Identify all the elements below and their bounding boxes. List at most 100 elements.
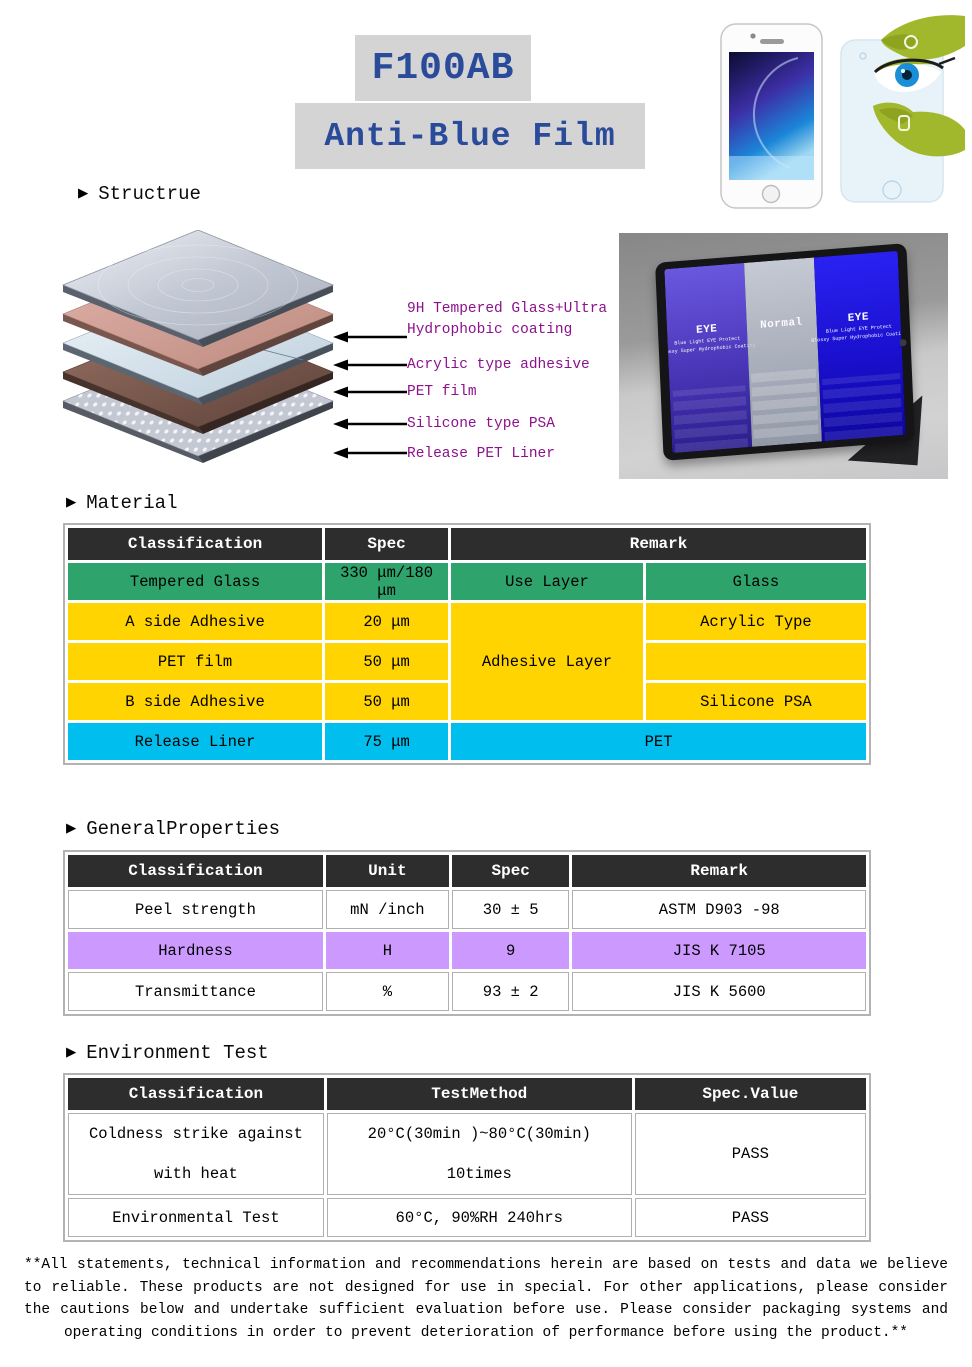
cell-spec: 93 ± 2 — [451, 972, 570, 1011]
arrow-to-pet-film — [333, 386, 407, 398]
env-row-environmental-test: Environmental Test 60°C, 90%RH 240hrs PA… — [68, 1198, 866, 1237]
cell-spec: 20 μm — [325, 603, 449, 640]
tablet-screen: EYE Blue Light EYE Protect Glossy Super … — [664, 250, 906, 454]
panel-title: EYE — [847, 311, 870, 325]
keyboard-hint — [751, 363, 819, 439]
col-header-remark: Remark — [572, 855, 866, 887]
col-header-unit: Unit — [325, 855, 449, 887]
triangle-bullet-icon: ▶ — [66, 820, 77, 839]
cell-classification: Hardness — [68, 932, 323, 969]
cell-classification: Tempered Glass — [68, 563, 323, 600]
cell-remark-full: PET — [451, 723, 866, 760]
film-layer-diagram — [61, 230, 335, 463]
eye-protect-panel-left: EYE Blue Light EYE Protect Glossy Super … — [664, 262, 756, 454]
cell-remark: JIS K 5600 — [572, 972, 866, 1011]
panel-title: Normal — [759, 316, 803, 332]
material-heading-label: Material — [86, 492, 178, 514]
environment-test-table: Classification TestMethod Spec.Value Col… — [63, 1073, 871, 1242]
cell-classification: Transmittance — [68, 972, 323, 1011]
arrow-to-release-liner — [333, 447, 407, 459]
cell-unit: % — [325, 972, 449, 1011]
cell-remark-layer: Use Layer — [451, 563, 643, 600]
disclaimer-line: operating conditions in order to prevent… — [63, 1324, 909, 1341]
label-release-liner: Release PET Liner — [407, 446, 555, 462]
cell-remark-type: Acrylic Type — [645, 603, 866, 640]
disclaimer-line: the cautions below and undertake suffici… — [24, 1302, 948, 1318]
gp-row-transmittance: Transmittance % 93 ± 2 JIS K 5600 — [68, 972, 866, 1011]
cell-classification: A side Adhesive — [68, 603, 323, 640]
cell-classification: B side Adhesive — [68, 683, 323, 720]
cell-classification: Coldness strike against with heat — [68, 1113, 324, 1195]
disclaimer-line: **All statements, technical information … — [24, 1257, 948, 1273]
material-table: Classification Spec Remark Tempered Glas… — [63, 523, 871, 765]
cell-remark-type: Glass — [645, 563, 866, 600]
env-header-row: Classification TestMethod Spec.Value — [68, 1078, 866, 1110]
cell-spec: 50 μm — [325, 643, 449, 680]
cell-spec-value: PASS — [634, 1198, 866, 1237]
keyboard-hint — [672, 385, 749, 453]
product-model-title: F100AB — [355, 35, 531, 101]
section-heading-environment-test: ▶ Environment Test — [66, 1042, 269, 1064]
label-tempered-glass: 9H Tempered Glass+Ultra Hydrophobic coat… — [407, 301, 608, 338]
gp-row-hardness: Hardness H 9 JIS K 7105 — [68, 932, 866, 969]
col-header-test-method: TestMethod — [326, 1078, 632, 1110]
col-header-remark: Remark — [451, 528, 866, 560]
eye-protect-panel-right: EYE Blue Light EYE Protect Glossy Super … — [811, 250, 906, 442]
triangle-bullet-icon: ▶ — [66, 494, 77, 513]
arrow-to-tempered-glass — [333, 331, 407, 343]
disclaimer-line: to reliable. These products are not desi… — [24, 1279, 948, 1296]
cell-unit: H — [325, 932, 449, 969]
tablet: EYE Blue Light EYE Protect Glossy Super … — [655, 243, 915, 461]
general-properties-table: Classification Unit Spec Remark Peel str… — [63, 850, 871, 1016]
cell-remark: ASTM D903 -98 — [572, 890, 866, 929]
general-properties-heading-label: GeneralProperties — [86, 818, 281, 840]
cell-remark-layer: Adhesive Layer — [451, 603, 643, 720]
section-heading-structure: ▶ Structrue — [78, 183, 201, 205]
material-row-tempered-glass: Tempered Glass 330 μm/180 μm Use Layer G… — [68, 563, 866, 600]
structure-heading-label: Structrue — [98, 183, 201, 205]
arrow-to-acrylic-adhesive — [333, 359, 407, 371]
cell-classification: PET film — [68, 643, 323, 680]
panel-title: EYE — [695, 323, 718, 337]
cell-spec: 9 — [451, 932, 570, 969]
env-row-coldness-strike: Coldness strike against with heat 20°C(3… — [68, 1113, 866, 1195]
phone — [720, 23, 823, 209]
material-header-row: Classification Spec Remark — [68, 528, 866, 560]
cell-spec: 30 ± 5 — [451, 890, 570, 929]
cell-classification: Environmental Test — [68, 1198, 324, 1237]
product-name-title: Anti-Blue Film — [295, 103, 645, 169]
material-row-pet-film: PET film 50 μm — [68, 643, 866, 680]
cell-unit: mN /inch — [325, 890, 449, 929]
material-row-a-side-adhesive: A side Adhesive 20 μm Adhesive Layer Acr… — [68, 603, 866, 720]
environment-test-heading-label: Environment Test — [86, 1042, 269, 1064]
cell-remark-type: Silicone PSA — [645, 683, 866, 720]
label-pet-film: PET film — [407, 384, 477, 400]
cell-remark-type — [645, 643, 866, 680]
material-row-b-side-adhesive: B side Adhesive 50 μm Silicone PSA — [68, 683, 866, 720]
cell-classification: Peel strength — [68, 890, 323, 929]
col-header-classification: Classification — [68, 1078, 324, 1110]
section-heading-material: ▶ Material — [66, 492, 177, 514]
cell-remark: JIS K 7105 — [572, 932, 866, 969]
cell-spec: 75 μm — [325, 723, 449, 760]
col-header-spec-value: Spec.Value — [634, 1078, 866, 1110]
cell-test-method: 60°C, 90%RH 240hrs — [326, 1198, 632, 1237]
cell-classification: Release Liner — [68, 723, 323, 760]
cell-spec-value: PASS — [634, 1113, 866, 1195]
cell-spec: 330 μm/180 μm — [325, 563, 449, 600]
label-silicone-psa: Silicone type PSA — [407, 416, 555, 432]
col-header-spec: Spec — [451, 855, 570, 887]
tablet-camera-dot — [899, 338, 907, 347]
disclaimer-text: **All statements, technical information … — [24, 1254, 948, 1344]
keyboard-hint — [822, 373, 903, 442]
gp-row-peel-strength: Peel strength mN /inch 30 ± 5 ASTM D903 … — [68, 890, 866, 929]
triangle-bullet-icon: ▶ — [78, 185, 89, 204]
phone-film-eye-photo — [720, 15, 965, 209]
col-header-classification: Classification — [68, 528, 323, 560]
cell-test-method: 20°C(30min )~80°C(30min) 10times — [326, 1113, 632, 1195]
green-hands-eye-art — [873, 15, 965, 157]
section-heading-general-properties: ▶ GeneralProperties — [66, 818, 280, 840]
material-row-release-liner: Release Liner 75 μm PET — [68, 723, 866, 760]
cell-spec: 50 μm — [325, 683, 449, 720]
